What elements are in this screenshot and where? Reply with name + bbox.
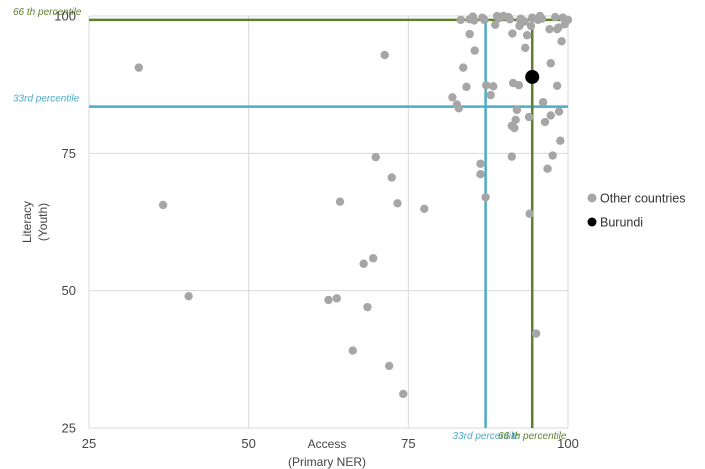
other-country-point bbox=[481, 193, 490, 202]
other-country-point bbox=[476, 170, 485, 179]
vertical-33rd-percentile-label: 33rd percentile bbox=[453, 431, 520, 442]
other-country-point bbox=[384, 361, 394, 371]
other-country-point bbox=[508, 29, 517, 38]
other-country-point bbox=[557, 37, 566, 46]
horizontal-33rd-percentile-label: 33rd percentile bbox=[13, 94, 80, 105]
other-country-point bbox=[480, 15, 489, 25]
other-country-point bbox=[158, 200, 168, 210]
other-country-point bbox=[324, 295, 333, 305]
data-points bbox=[134, 11, 573, 399]
other-country-point bbox=[525, 209, 534, 218]
other-country-point bbox=[134, 63, 144, 72]
gridlines bbox=[88, 15, 569, 429]
other-country-point bbox=[531, 329, 541, 338]
other-country-point bbox=[563, 15, 573, 25]
vertical-66th-percentile-label: 66 th percentile bbox=[498, 431, 567, 442]
x-tick-label: 75 bbox=[401, 436, 415, 451]
other-country-point bbox=[348, 346, 357, 355]
other-country-point bbox=[448, 93, 457, 102]
other-country-point bbox=[482, 81, 491, 90]
legend-marker-other bbox=[587, 193, 597, 203]
other-country-point bbox=[456, 15, 465, 25]
legend: Other countries Burundi bbox=[587, 192, 685, 230]
other-country-point bbox=[552, 81, 562, 90]
tick-labels: 25 50 75 100 25 50 75 100 bbox=[54, 9, 579, 452]
other-country-point bbox=[369, 254, 378, 263]
other-country-point bbox=[551, 12, 560, 22]
other-country-point bbox=[546, 59, 555, 68]
other-country-point bbox=[526, 21, 536, 31]
other-country-point bbox=[512, 105, 522, 115]
horizontal-66th-percentile-label: 66 th percentile bbox=[13, 7, 82, 18]
y-tick-label: 75 bbox=[62, 146, 76, 161]
other-country-point bbox=[459, 63, 468, 72]
other-country-point bbox=[548, 151, 557, 160]
other-country-point bbox=[184, 291, 193, 301]
other-country-point bbox=[380, 50, 389, 60]
other-country-point bbox=[470, 46, 479, 55]
other-country-point bbox=[387, 173, 396, 182]
x-axis-title-line1: Access bbox=[308, 437, 347, 451]
y-axis-title: Literacy (Youth) bbox=[20, 201, 50, 243]
other-country-point bbox=[332, 294, 342, 303]
y-axis-title-line1: Literacy bbox=[20, 201, 34, 243]
other-country-point bbox=[489, 82, 498, 91]
other-country-point bbox=[522, 31, 532, 40]
other-country-point bbox=[462, 82, 471, 92]
x-tick-label: 25 bbox=[82, 436, 96, 451]
other-country-point bbox=[371, 152, 380, 162]
y-tick-label: 50 bbox=[62, 283, 76, 298]
other-country-point bbox=[540, 117, 550, 127]
other-country-point bbox=[393, 199, 402, 208]
legend-label-other: Other countries bbox=[600, 192, 685, 206]
other-country-point bbox=[510, 123, 519, 133]
other-country-point bbox=[363, 302, 372, 312]
other-country-point bbox=[554, 23, 563, 32]
other-country-point bbox=[546, 111, 555, 120]
x-tick-label: 50 bbox=[241, 436, 255, 451]
other-country-point bbox=[507, 152, 516, 161]
other-country-point bbox=[538, 98, 548, 107]
y-tick-label: 25 bbox=[62, 421, 76, 436]
other-country-point bbox=[520, 17, 529, 26]
x-tick-label: 100 bbox=[557, 436, 579, 451]
legend-label-burundi: Burundi bbox=[600, 216, 643, 230]
other-country-point bbox=[537, 14, 547, 23]
other-country-point bbox=[476, 159, 485, 168]
other-country-point bbox=[543, 164, 552, 173]
other-country-point bbox=[486, 90, 495, 100]
other-country-point bbox=[420, 204, 429, 214]
other-country-point bbox=[465, 29, 474, 39]
other-country-point bbox=[399, 389, 408, 399]
other-country-point bbox=[554, 107, 564, 116]
burundi-point bbox=[525, 69, 540, 84]
y-tick-label: 100 bbox=[54, 9, 76, 24]
other-country-point bbox=[511, 115, 520, 125]
legend-marker-burundi bbox=[587, 217, 597, 227]
other-country-point bbox=[524, 112, 534, 122]
other-country-point bbox=[469, 16, 479, 25]
other-country-point bbox=[545, 24, 554, 34]
other-country-point bbox=[505, 15, 515, 24]
other-country-point bbox=[454, 104, 463, 113]
other-country-point bbox=[335, 197, 345, 206]
y-axis-title-line2: (Youth) bbox=[36, 203, 50, 241]
other-country-point bbox=[521, 43, 530, 53]
other-country-point bbox=[490, 20, 500, 29]
other-country-point bbox=[556, 136, 565, 145]
other-country-point bbox=[359, 259, 368, 268]
x-axis-title-line2: (Primary NER) bbox=[288, 455, 366, 469]
other-country-point bbox=[514, 81, 524, 90]
